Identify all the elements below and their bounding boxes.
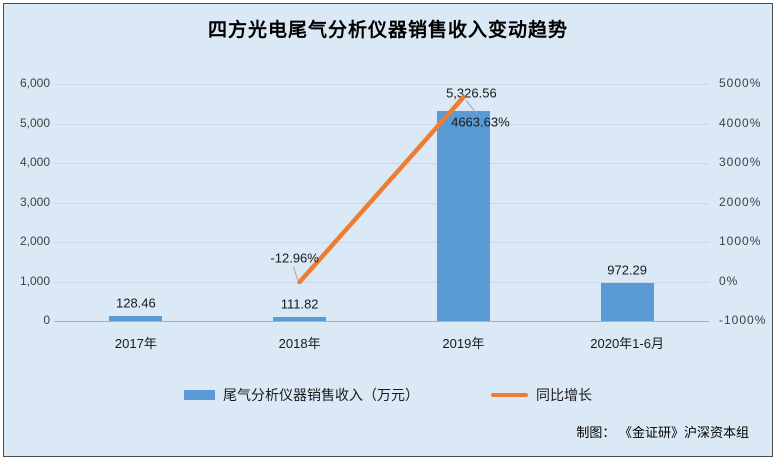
left-axis-tick: 5,000: [19, 115, 50, 130]
legend-item-growth: 同比增长: [491, 385, 592, 405]
bar-2019年: [436, 110, 490, 321]
legend-label-growth: 同比增长: [536, 387, 592, 403]
right-axis-tick: 5000%: [719, 76, 762, 90]
line-swatch-icon: [491, 393, 528, 397]
legend-item-revenue: 尾气分析仪器销售收入（万元）: [184, 385, 419, 405]
right-axis-tick: 2000%: [719, 194, 762, 209]
bar-2020年1-6月: [600, 282, 654, 321]
left-axis-tick: 4,000: [19, 155, 50, 169]
x-axis-label: 2019年: [442, 336, 485, 351]
bar-swatch-icon: [184, 390, 215, 400]
left-axis-tick: 3,000: [19, 194, 50, 209]
x-axis-label: 2020年1-6月: [590, 336, 664, 351]
right-axis-tick: -1000%: [719, 313, 767, 327]
bar-2018年: [273, 316, 327, 321]
bar-value-label: 128.46: [115, 295, 156, 311]
gridline: [54, 242, 709, 243]
right-axis-tick: 4000%: [719, 115, 762, 130]
right-axis-tick: 1000%: [719, 234, 762, 248]
left-axis-tick: 0: [43, 313, 50, 327]
gridline: [54, 84, 709, 85]
left-axis-tick: 6,000: [19, 76, 50, 90]
bar-value-label: 111.82: [280, 296, 319, 312]
left-axis-tick: 1,000: [19, 273, 50, 288]
bar-2017年: [109, 315, 163, 321]
gridline: [54, 123, 709, 125]
bar-value-label: 972.29: [607, 262, 648, 278]
x-axis-line: [54, 321, 709, 322]
credit-text: 制图： 《金证研》沪深资本组: [576, 425, 749, 440]
right-axis-tick: 0%: [719, 273, 739, 288]
gridline: [54, 202, 709, 204]
line-value-label: -12.96%: [270, 250, 319, 266]
right-axis-tick: 3000%: [719, 155, 762, 169]
bar-value-label: 5,326.56: [446, 85, 497, 101]
line-value-label: 4663.63%: [451, 114, 510, 130]
left-axis-tick: 2,000: [19, 234, 50, 248]
x-axis-label: 2018年: [278, 336, 321, 351]
legend-label-revenue: 尾气分析仪器销售收入（万元）: [223, 387, 419, 403]
x-axis-label: 2017年: [114, 336, 157, 351]
gridline: [54, 163, 709, 164]
chart-panel: 四方光电尾气分析仪器销售收入变动趋势 0 -1000% 1,000 0% 2,000 10…: [3, 3, 773, 457]
legend: 尾气分析仪器销售收入（万元） 同比增长: [4, 385, 772, 405]
chart-title: 四方光电尾气分析仪器销售收入变动趋势: [207, 20, 568, 41]
plot-area: 0 -1000% 1,000 0% 2,000 1000% 3,000 2000% 4,000 3…: [4, 4, 772, 456]
